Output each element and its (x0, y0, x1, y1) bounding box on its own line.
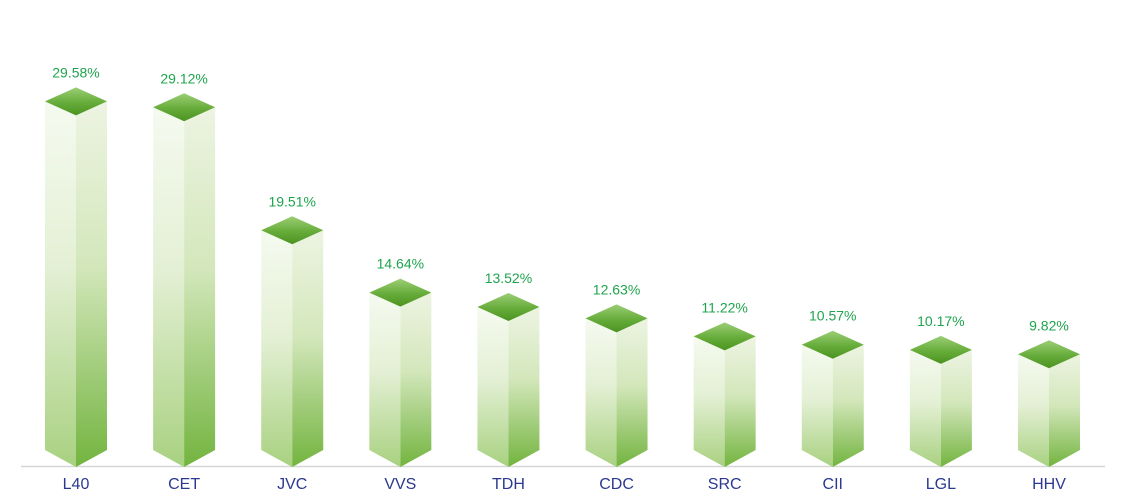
bar-left-face (585, 318, 617, 467)
bar-top-face (261, 216, 324, 245)
bar-left-face (153, 107, 185, 467)
value-label: 10.17% (917, 313, 964, 329)
bar-right-face (1048, 354, 1080, 467)
bar-right-face (940, 349, 972, 467)
bar-right-face (400, 292, 432, 467)
value-label: 9.82% (1029, 317, 1069, 333)
bar-left-face (693, 336, 725, 467)
category-label: JVC (277, 476, 307, 493)
bar-top-face (477, 292, 540, 321)
value-label: 10.57% (809, 308, 856, 324)
bar-L40: 29.58% L40 (45, 64, 107, 493)
bar-left-face (477, 306, 509, 467)
bar-top-face (909, 335, 972, 364)
category-label: SRC (708, 476, 742, 493)
bar-top-face (801, 330, 864, 359)
bar-SRC: 11.22% SRC (693, 299, 756, 493)
value-label: 13.52% (485, 270, 532, 286)
value-label: 12.63% (593, 281, 640, 297)
category-label: CET (168, 476, 200, 493)
category-label: VVS (384, 476, 416, 493)
bar-TDH: 13.52% TDH (477, 270, 540, 493)
bar-left-face (909, 349, 941, 467)
bar-left-face (801, 344, 833, 467)
bar-CET: 29.12% CET (153, 70, 216, 493)
value-label: 11.22% (701, 299, 747, 315)
bar-CDC: 12.63% CDC (585, 281, 648, 493)
bar-left-face (45, 101, 76, 467)
bar-top-face (693, 322, 756, 351)
bar-HHV: 9.82% HHV (1017, 317, 1080, 493)
bar-top-face (369, 278, 432, 307)
bar-right-face (832, 344, 864, 467)
category-label: LGL (926, 476, 956, 493)
category-label: HHV (1032, 476, 1066, 493)
bar-JVC: 19.51% JVC (261, 193, 324, 493)
value-label: 29.58% (52, 64, 99, 80)
bar-top-face (1017, 340, 1080, 369)
bar-top-face (45, 87, 107, 116)
bar-left-face (369, 292, 401, 467)
category-label: CDC (599, 476, 634, 493)
bar-top-face (153, 93, 216, 122)
bar-LGL: 10.17% LGL (909, 313, 972, 493)
bar-left-face (1017, 354, 1049, 467)
category-label: CII (823, 476, 843, 493)
bar-right-face (292, 230, 324, 467)
bar-right-face (184, 107, 216, 467)
value-label: 14.64% (377, 256, 424, 272)
bar-CII: 10.57% CII (801, 308, 864, 493)
category-label: L40 (63, 476, 90, 493)
bar-top-face (585, 304, 648, 333)
bar-VVS: 14.64% VVS (369, 256, 432, 493)
bar-right-face (76, 101, 107, 467)
bar-left-face (261, 230, 293, 467)
bar-right-face (616, 318, 648, 467)
bar-right-face (508, 306, 540, 467)
bar-right-face (724, 336, 756, 467)
value-label: 19.51% (268, 193, 315, 209)
category-label: TDH (492, 476, 525, 493)
value-label: 29.12% (160, 70, 207, 86)
